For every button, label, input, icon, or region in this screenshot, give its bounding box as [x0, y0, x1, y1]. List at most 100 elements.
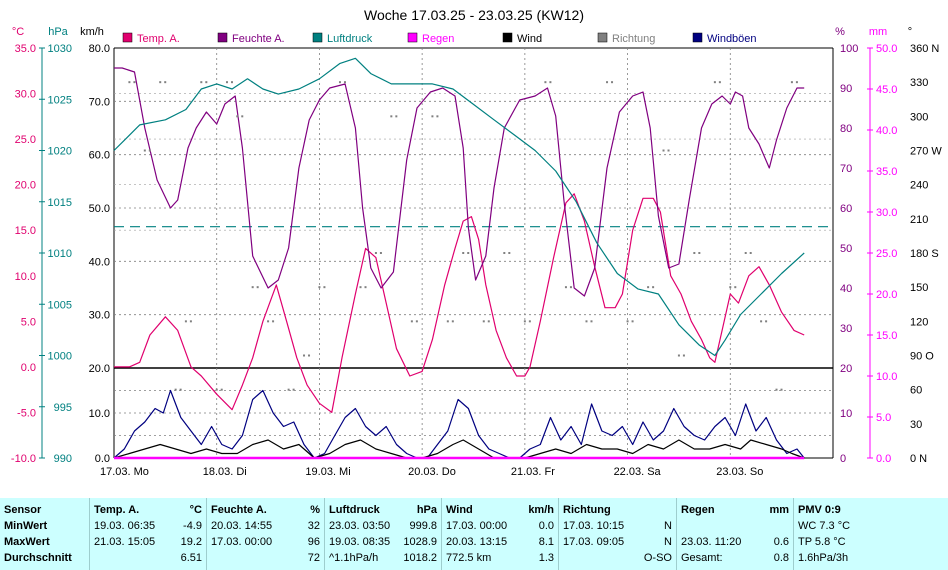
- rain-tick-label: 35.0: [876, 166, 897, 178]
- direction-point: [693, 252, 696, 254]
- direction-point: [503, 252, 506, 254]
- wind-tick-label: 60.0: [89, 150, 110, 162]
- chart-legend: Temp. A. Feuchte A. Luftdruck Regen Wind Rich…: [122, 32, 757, 45]
- pmv-pressure-trend: 1.6hPa/3h: [798, 552, 849, 564]
- pressure-tick-label: 1000: [48, 351, 72, 363]
- direction-point: [765, 320, 768, 323]
- direction-point: [744, 252, 747, 254]
- direction-point: [467, 252, 470, 254]
- direction-point: [606, 81, 609, 84]
- direction-avg-value: O-SO: [643, 552, 672, 564]
- stats-unit-humidity: %: [310, 504, 320, 516]
- direction-point: [487, 320, 490, 323]
- pressure-tick-label: 1030: [48, 43, 72, 55]
- direction-point: [159, 81, 162, 84]
- direction-point: [359, 286, 362, 289]
- direction-tick-label: 300: [910, 111, 928, 123]
- humidity-min-value: 32: [307, 520, 320, 532]
- pmv-windchill: WC 7.3 °C: [798, 520, 851, 532]
- rain-tick-label: 30.0: [876, 207, 897, 219]
- direction-point: [544, 81, 547, 84]
- x-tick-label: 18.03. Di: [203, 466, 247, 478]
- direction-point: [236, 115, 239, 118]
- stats-col-sensor: Sensor MinWert MaxWert Durchschnitt: [0, 498, 88, 570]
- humidity-max-value: 96: [307, 536, 320, 548]
- stats-unit-wind: km/h: [528, 504, 554, 516]
- pressure-tick-label: 990: [54, 453, 72, 465]
- direction-tick-label: 120: [910, 316, 928, 328]
- rain-max-value: 0.6: [773, 536, 789, 548]
- direction-point: [718, 81, 721, 84]
- direction-point: [128, 81, 131, 84]
- humidity-avg-value: 72: [307, 552, 320, 564]
- wind-avg-value: 1.3: [538, 552, 554, 564]
- x-tick-label: 20.03. Do: [408, 466, 456, 478]
- direction-point: [318, 286, 321, 289]
- rain-tick-label: 5.0: [876, 412, 891, 424]
- direction-point: [241, 115, 244, 118]
- direction-point: [713, 81, 716, 84]
- legend-label: Temp. A.: [137, 33, 180, 45]
- direction-point: [220, 388, 223, 391]
- wind-tick-label: 70.0: [89, 96, 110, 108]
- direction-point: [780, 388, 783, 391]
- direction-point: [760, 320, 763, 323]
- direction-point: [184, 320, 187, 323]
- rain-tick-label: 40.0: [876, 125, 897, 137]
- direction-min-value: N: [664, 520, 672, 532]
- stats-col-wind: Wind km/h 17.03. 00:00 0.0 20.03. 13:15 8.1…: [441, 498, 558, 570]
- stats-header-direction: Richtung: [563, 504, 611, 516]
- direction-tick-label: 180 S: [910, 248, 939, 260]
- humidity-tick-label: 30: [840, 323, 852, 335]
- pressure-tick-label: 1015: [48, 197, 72, 209]
- pressure-avg-value: 1018.2: [403, 552, 437, 564]
- wind-tick-label: 40.0: [89, 256, 110, 268]
- x-tick-label: 17.03. Mo: [100, 466, 149, 478]
- direction-point: [225, 81, 228, 84]
- temp-min-value: -4.9: [183, 520, 202, 532]
- rain-unit-label: mm: [869, 26, 887, 38]
- pressure-trend: ^1.1hPa/h: [329, 552, 379, 564]
- pressure-min-value: 999.8: [409, 520, 437, 532]
- chart-series: [113, 57, 833, 460]
- temp-tick-label: 25.0: [15, 134, 36, 146]
- stats-col-rain: Regen mm 23.03. 11:20 0.6 Gesamt: 0.8: [676, 498, 793, 570]
- direction-point: [590, 320, 593, 323]
- temp-series-line: [114, 193, 805, 413]
- legend-label: Windböen: [707, 33, 757, 45]
- direction-point: [790, 81, 793, 84]
- direction-point: [200, 81, 203, 84]
- pressure-tick-label: 995: [54, 402, 72, 414]
- direction-point: [215, 388, 218, 391]
- legend-swatch: [692, 32, 703, 43]
- direction-tick-label: 150: [910, 282, 928, 294]
- direction-point: [436, 115, 439, 118]
- x-tick-label: 22.03. Sa: [614, 466, 662, 478]
- wind-tick-label: 20.0: [89, 363, 110, 375]
- stats-unit-rain: mm: [769, 504, 789, 516]
- pmv-dewpoint: TP 5.8 °C: [798, 536, 846, 548]
- humidity-tick-label: 90: [840, 83, 852, 95]
- wind-min-time: 17.03. 00:00: [446, 520, 508, 532]
- wind-unit-label: km/h: [80, 26, 104, 38]
- direction-point: [734, 286, 737, 289]
- pressure-tick-label: 1025: [48, 94, 72, 106]
- chart-axes: 35.0 30.0 25.0 20.0 15.0 10.0 5.0 0.0 -5.0 -10.0 1…: [11, 43, 942, 478]
- wind-max-time: 20.03. 13:15: [446, 536, 508, 548]
- direction-point: [343, 81, 346, 84]
- pressure-max-value: 1028.9: [403, 536, 437, 548]
- pressure-tick-label: 1010: [48, 248, 72, 260]
- humidity-series-line: [114, 67, 805, 297]
- temp-tick-label: -5.0: [17, 407, 36, 419]
- direction-point: [338, 81, 341, 84]
- legend-swatch: [502, 32, 513, 43]
- direction-point: [164, 81, 167, 84]
- rain-tick-label: 20.0: [876, 289, 897, 301]
- wind-tick-label: 50.0: [89, 203, 110, 215]
- temp-tick-label: 15.0: [15, 225, 36, 237]
- humidity-tick-label: 50: [840, 243, 852, 255]
- temp-tick-label: 0.0: [21, 362, 36, 374]
- humidity-min-time: 20.03. 14:55: [211, 520, 273, 532]
- direction-point: [626, 320, 629, 323]
- stats-header-pmv: PMV 0:9: [798, 504, 841, 516]
